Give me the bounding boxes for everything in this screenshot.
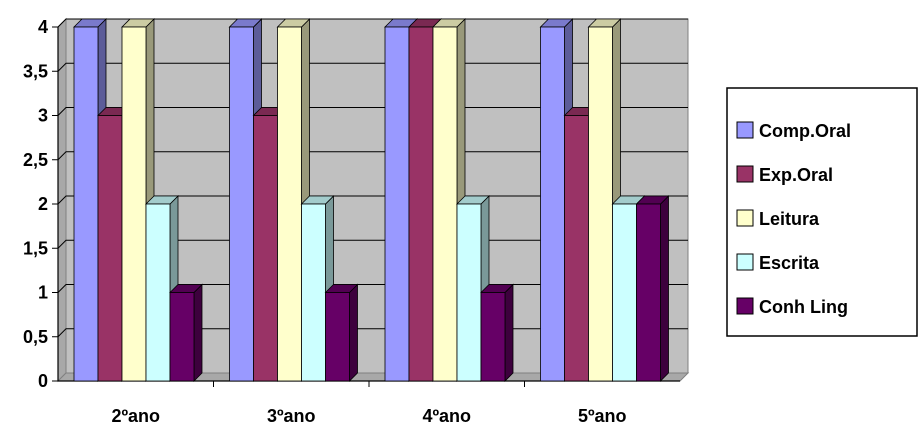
bar-front [612,203,637,382]
y-tick-label: 0,5 [23,327,48,347]
bar-front [588,26,613,382]
bar-front [97,115,123,382]
bar-front [121,26,147,382]
bar-front [480,292,506,382]
legend-label: Leitura [759,209,820,229]
legend-item: Escrita [736,253,820,273]
x-tick-label: 2ºano [111,406,160,426]
legend-item: Leitura [736,209,820,229]
bar-front [169,292,195,382]
bar [635,195,670,382]
legend-item: Conh Ling [736,297,848,317]
grid-line [57,151,688,161]
bars [73,18,670,382]
grid-line [57,18,688,28]
y-tick-label: 1 [38,283,48,303]
bar-front [73,26,99,382]
bar-front [301,203,326,382]
bar-front [408,26,434,382]
bar-front [636,203,661,382]
bar [324,283,359,382]
x-tick-label: 3ºano [267,406,316,426]
bar-front [229,26,254,382]
legend-swatch [736,253,754,271]
legend-swatch [736,297,754,315]
grid-line [57,107,688,116]
x-tick-labels: 2ºano 3ºano 4ºano 5ºano [111,406,626,426]
bar-front [564,115,589,382]
bar [480,283,514,382]
bar-front [253,115,278,382]
legend-label: Exp.Oral [759,165,833,185]
bar-front [325,292,350,382]
legend-item: Exp.Oral [736,165,833,185]
y-tick-labels: 0 0,5 1 1,5 2 2,5 3 3,5 4 [23,17,48,391]
legend-label: Conh Ling [759,297,848,317]
y-tick-label: 2,5 [23,150,48,170]
legend: Comp.Oral Exp.Oral Leitura Escrita Conh Ling [726,87,918,337]
bar-front [540,26,565,382]
legend-label: Comp.Oral [759,121,851,141]
legend-item: Comp.Oral [736,121,851,141]
legend-swatch [736,165,754,183]
y-tick-label: 4 [38,17,48,37]
bar-side [349,283,358,382]
y-tick-label: 1,5 [23,238,48,258]
bar-side [193,283,203,382]
x-tick-label: 5ºano [578,406,627,426]
grid-line [57,62,688,72]
bar-front [145,203,171,382]
y-tick-label: 3,5 [23,61,48,81]
legend-label: Escrita [759,253,820,273]
bar [300,195,335,382]
x-tick-label: 4ºano [422,406,471,426]
bar-side [660,195,669,382]
legend-swatch [736,209,754,227]
y-tick-label: 0 [38,371,48,391]
bar-side [504,283,514,382]
y-tick-label: 2 [38,194,48,214]
bar [169,283,203,382]
bar-front [384,26,410,382]
bar-front [456,203,482,382]
legend-swatch [736,121,754,139]
legend-box [726,87,918,337]
bar-front [432,26,458,382]
bar-front [277,26,302,382]
y-tick-label: 3 [38,106,48,126]
